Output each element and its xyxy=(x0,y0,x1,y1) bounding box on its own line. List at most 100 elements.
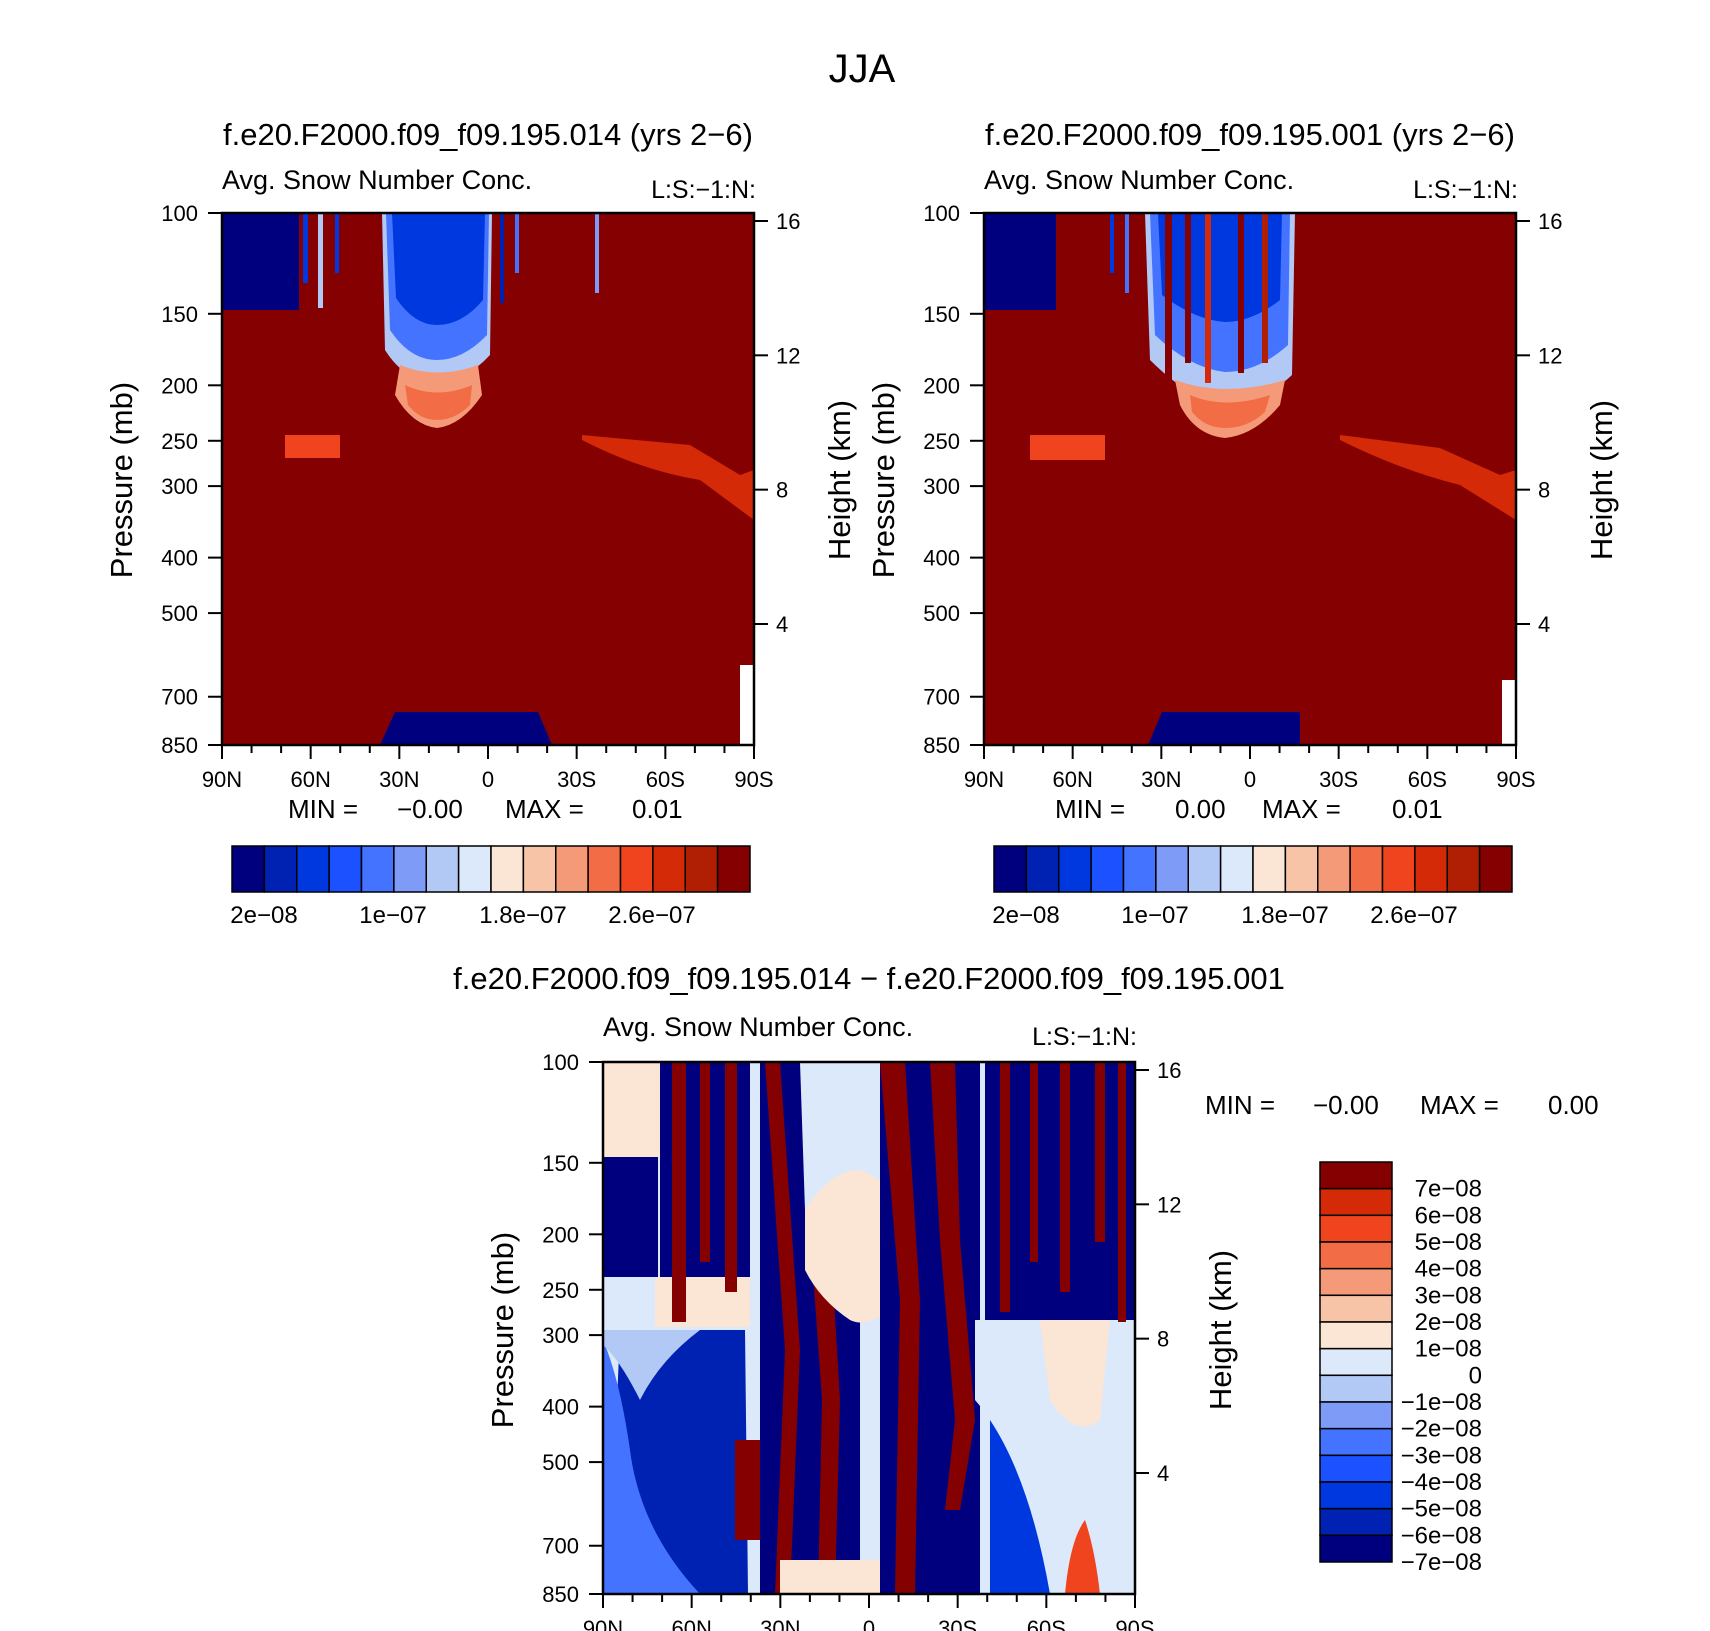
panel-2-colorbar-swatch xyxy=(1219,845,1254,893)
panel-1-colorbar-swatch xyxy=(652,845,686,893)
panel-1-streak-3 xyxy=(335,213,339,273)
panel-2-ytick-label: 700 xyxy=(923,685,960,710)
panel-2-ylabel: Pressure (mb) xyxy=(866,382,901,578)
panel-diff-sh-peach xyxy=(1040,1320,1110,1427)
panel-diff-ytick-label: 400 xyxy=(542,1395,579,1420)
panel-diff-ytick-label: 300 xyxy=(542,1323,579,1348)
panel-diff-plot xyxy=(603,1062,1135,1594)
panel-2-sh-upper-band xyxy=(1340,435,1516,520)
panel-1-xtick-label: 0 xyxy=(482,767,494,792)
panel-diff-xtick-label: 90S xyxy=(1115,1616,1154,1631)
panel-diff-xtick-label: 30N xyxy=(760,1616,800,1631)
panel-1-ytick-right-label: 4 xyxy=(776,612,788,637)
panel-2-sh-surface-white xyxy=(1502,680,1516,745)
panel-1-streak-6 xyxy=(595,213,599,293)
panel-2-cbar-label-3: 1.8e−07 xyxy=(1241,902,1328,929)
panel-diff-colorbar-swatch xyxy=(1319,1187,1393,1217)
panel-diff-colorbar-swatch xyxy=(1319,1321,1393,1350)
panel-2-colorbar-swatch xyxy=(1284,845,1319,893)
panel-diff-ytick-right-label: 8 xyxy=(1157,1327,1169,1352)
panel-1-colorbar xyxy=(231,845,751,893)
panel-2-ytick-label: 150 xyxy=(923,302,960,327)
panel-2-ytick-label: 250 xyxy=(923,429,960,454)
panel-2-colorbar-swatch xyxy=(1446,845,1481,893)
panel-1-colorbar-swatch xyxy=(716,845,751,893)
panel-2-colorbar-swatch xyxy=(1317,845,1351,893)
panel-2-min-value: 0.00 xyxy=(1175,794,1226,824)
panel-2-upper-trop-warm-2 xyxy=(1190,395,1270,428)
panel-diff-colorbar-swatch xyxy=(1319,1374,1393,1403)
panel-diff-ytick-label: 500 xyxy=(542,1450,579,1475)
panel-2-ytick-right-label: 16 xyxy=(1538,209,1562,234)
panel-2-min-label: MIN = xyxy=(1055,794,1125,824)
panel-diff-colorbar-swatch xyxy=(1319,1214,1393,1243)
panel-diff-colorbar-swatch xyxy=(1319,1267,1393,1297)
panel-1-colorbar-swatch xyxy=(522,845,557,893)
panel-1-colorbar-swatch xyxy=(425,845,460,893)
panel-diff: f.e20.F2000.f09_f09.195.014 − f.e20.F200… xyxy=(453,961,1598,1631)
panel-1-min-value: −0.00 xyxy=(397,794,463,824)
panel-diff-ytick-label: 850 xyxy=(542,1582,579,1607)
panel-diff-colorbar-swatch xyxy=(1319,1401,1393,1430)
panel-1-cbar-label-2: 1e−07 xyxy=(359,902,426,929)
panel-diff-sh-red-a xyxy=(880,1062,920,1594)
panel-2-plot xyxy=(984,213,1516,745)
panel-2-right-label: L:S:−1:N: xyxy=(1413,176,1518,204)
panel-1-nh-upper-band xyxy=(285,435,340,458)
panel-diff-min-label: MIN = xyxy=(1205,1090,1275,1120)
panel-diff-colorbar-label: 2e−08 xyxy=(1415,1309,1482,1336)
panel-1-colorbar-swatch xyxy=(231,845,266,893)
panel-1-xtick-label: 60N xyxy=(290,767,330,792)
panel-diff-sh-streak-4 xyxy=(1095,1062,1105,1242)
panel-diff-ylabel-right: Height (km) xyxy=(1203,1250,1238,1410)
panel-2-max-label: MAX = xyxy=(1262,794,1341,824)
panel-2-colorbar-swatch xyxy=(1090,845,1125,893)
panel-diff-colorbar-label: 4e−08 xyxy=(1415,1256,1482,1283)
panel-1-sh-upper-band xyxy=(582,435,754,520)
panel-1-min-label: MIN = xyxy=(288,794,358,824)
panel-diff-red-strands-a xyxy=(765,1062,800,1594)
panel-2-cbar-label-2: 1e−07 xyxy=(1121,902,1188,929)
panel-1-ytick-label: 700 xyxy=(161,685,198,710)
panel-2-colorbar-swatch xyxy=(993,845,1028,893)
figure-title: JJA xyxy=(829,47,896,91)
panel-diff-xtick-label: 60N xyxy=(671,1616,711,1631)
panel-diff-colorbar-swatch xyxy=(1319,1161,1393,1190)
panel-diff-ytick-right-label: 12 xyxy=(1157,1192,1181,1217)
panel-1-ytick-label: 150 xyxy=(161,302,198,327)
panel-diff-colorbar-label: 0 xyxy=(1469,1362,1482,1389)
panel-diff-ylabel: Pressure (mb) xyxy=(485,1232,520,1428)
panel-diff-max-label: MAX = xyxy=(1420,1090,1499,1120)
panel-diff-ytick-label: 200 xyxy=(542,1222,579,1247)
panel-diff-red-strands-b xyxy=(810,1230,840,1594)
panel-diff-min-value: −0.00 xyxy=(1313,1090,1379,1120)
panel-diff-colorbar-swatch xyxy=(1319,1427,1393,1457)
panel-diff-colorbar-label: −6e−08 xyxy=(1401,1522,1482,1549)
panel-2-streak-1 xyxy=(1165,213,1172,393)
panel-diff-colorbar-label: −7e−08 xyxy=(1401,1549,1482,1576)
panel-1-xtick-label: 90S xyxy=(734,767,773,792)
panel-2-colorbar-swatch xyxy=(1058,845,1092,893)
panel-1-nw-blue-block xyxy=(222,213,299,310)
panel-2-max-value: 0.01 xyxy=(1392,794,1443,824)
panel-2-colorbar xyxy=(993,845,1513,893)
panel-2-colorbar-swatch xyxy=(1025,845,1060,893)
panel-2-xtick-label: 90N xyxy=(964,767,1004,792)
panel-2-xtick-label: 90S xyxy=(1496,767,1535,792)
panel-diff-sh-streak-1 xyxy=(1000,1062,1010,1312)
panel-1-streak-4 xyxy=(500,213,504,303)
panel-1-title: f.e20.F2000.f09_f09.195.014 (yrs 2−6) xyxy=(223,117,753,152)
panel-1-surface-blue xyxy=(380,712,552,745)
panel-diff-colorbar-label: −4e−08 xyxy=(1401,1469,1482,1496)
panel-diff-xtick-label: 30S xyxy=(938,1616,977,1631)
panel-2-ytick-right-label: 12 xyxy=(1538,343,1562,368)
panel-1-right-label: L:S:−1:N: xyxy=(651,176,756,204)
panel-diff-colorbar-label: −5e−08 xyxy=(1401,1496,1482,1523)
panel-diff-streak-3 xyxy=(725,1062,737,1292)
panel-2-cbar-label-1: 2e−08 xyxy=(992,902,1059,929)
panel-diff-colorbar-swatch xyxy=(1319,1507,1393,1537)
panel-1-ytick-right-label: 16 xyxy=(776,209,800,234)
panel-1-cbar-label-3: 1.8e−07 xyxy=(479,902,566,929)
panel-diff-title: f.e20.F2000.f09_f09.195.014 − f.e20.F200… xyxy=(453,961,1285,996)
